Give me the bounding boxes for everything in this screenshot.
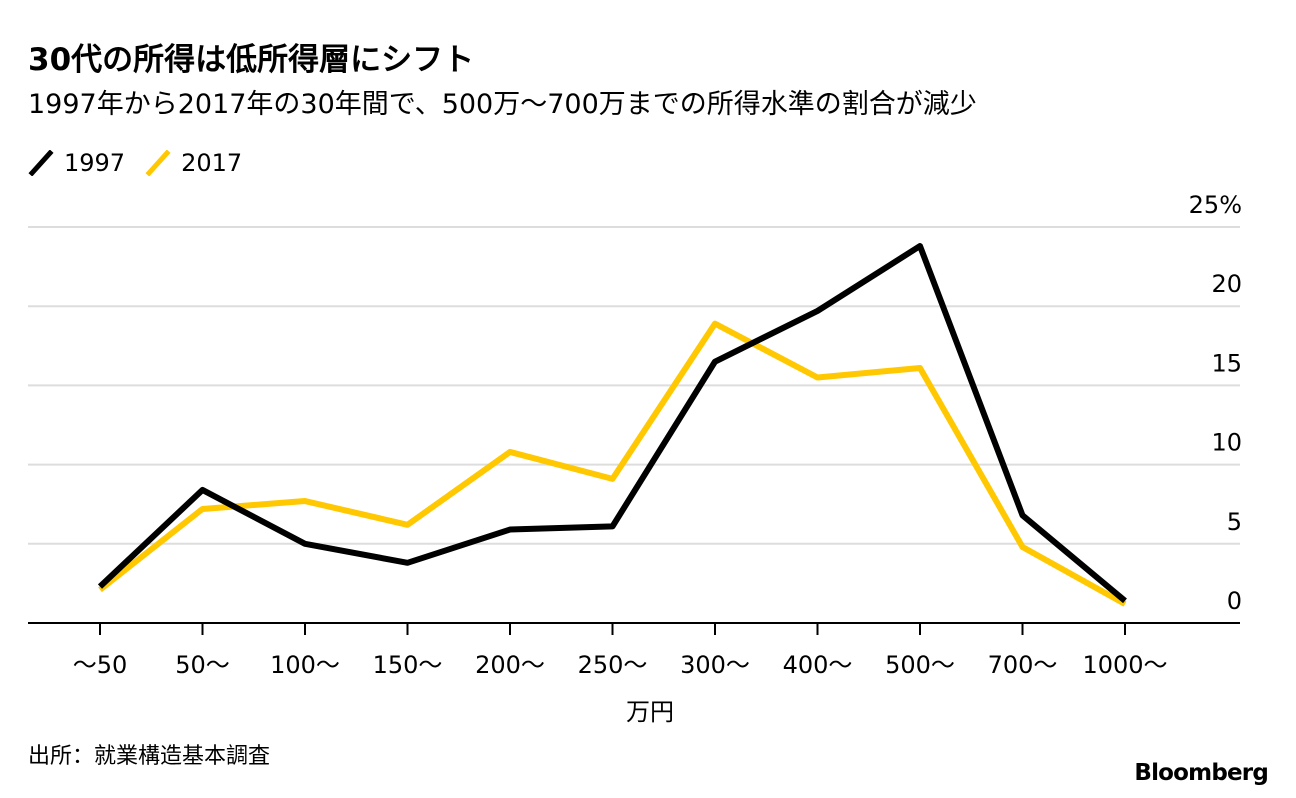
x-axis-ticks: 〜50 50〜 100〜 150〜 200〜 250〜 300〜 400〜 500〜 700〜 10… [73, 623, 1168, 679]
y-tick-labels: 0 5 10 15 20 25% [1189, 191, 1242, 615]
y-tick-label: 25% [1189, 191, 1242, 219]
legend-swatch-1997-icon [28, 150, 54, 176]
x-tick-label: 〜50 [73, 651, 128, 679]
y-tick-label: 5 [1227, 508, 1242, 536]
x-tick-label: 50〜 [175, 651, 230, 679]
chart-title: 30代の所得は低所得層にシフト [28, 42, 475, 78]
x-tick-label: 250〜 [578, 651, 648, 679]
legend-swatch-2017-icon [145, 150, 171, 176]
x-tick-label: 400〜 [783, 651, 853, 679]
x-tick-label: 200〜 [475, 651, 545, 679]
legend-label-1997: 1997 [64, 149, 126, 177]
x-tick-label: 500〜 [885, 651, 955, 679]
legend-item-1997: 1997 [28, 149, 125, 177]
y-tick-label: 10 [1211, 429, 1242, 457]
chart-subtitle: 1997年から2017年の30年間で、500万〜700万までの所得水準の割合が減… [28, 89, 977, 120]
legend-label-2017: 2017 [181, 149, 243, 177]
x-axis-label: 万円 [626, 698, 674, 726]
x-tick-label: 300〜 [680, 651, 750, 679]
x-tick-label: 1000〜 [1082, 651, 1167, 679]
series-line-1997 [97, 243, 1127, 604]
series-lines [97, 243, 1127, 607]
source-note: 出所：就業構造基本調査 [28, 744, 271, 769]
x-tick-label: 150〜 [373, 651, 443, 679]
y-tick-label: 15 [1211, 349, 1242, 377]
y-tick-label: 20 [1211, 270, 1242, 298]
x-tick-label: 100〜 [270, 651, 340, 679]
legend: 1997 2017 [28, 146, 262, 180]
x-tick-label: 700〜 [988, 651, 1058, 679]
grid-layer [28, 226, 1240, 624]
bloomberg-logo: Bloomberg [1134, 760, 1268, 786]
legend-item-2017: 2017 [145, 149, 242, 177]
y-tick-label: 0 [1227, 587, 1242, 615]
